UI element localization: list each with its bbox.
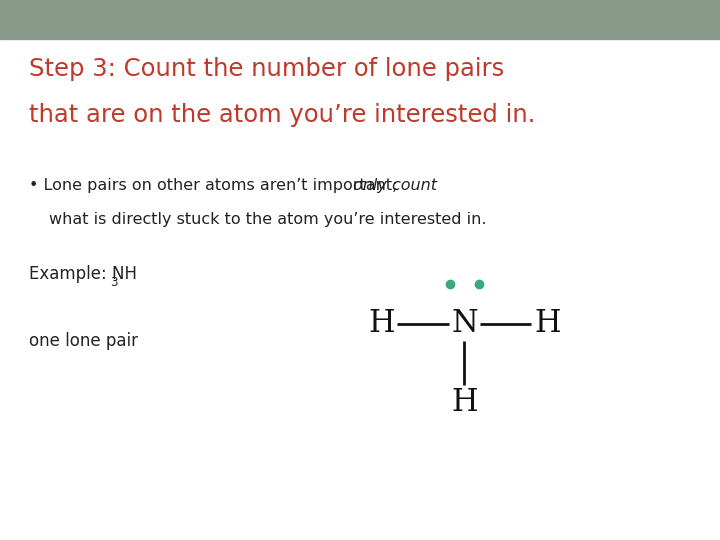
Text: Example: NH: Example: NH — [29, 265, 137, 282]
Text: one lone pair: one lone pair — [29, 332, 138, 350]
Text: 3: 3 — [110, 276, 118, 289]
Bar — [0, 0, 720, 39]
Text: only count: only count — [354, 178, 437, 193]
Text: H: H — [534, 308, 560, 340]
Text: H: H — [369, 308, 395, 340]
Text: that are on the atom you’re interested in.: that are on the atom you’re interested i… — [29, 103, 535, 126]
Text: Step 3: Count the number of lone pairs: Step 3: Count the number of lone pairs — [29, 57, 504, 80]
Text: H: H — [451, 387, 477, 418]
Text: N: N — [451, 308, 478, 340]
Text: • Lone pairs on other atoms aren’t important;: • Lone pairs on other atoms aren’t impor… — [29, 178, 402, 193]
Text: what is directly stuck to the atom you’re interested in.: what is directly stuck to the atom you’r… — [49, 212, 487, 227]
